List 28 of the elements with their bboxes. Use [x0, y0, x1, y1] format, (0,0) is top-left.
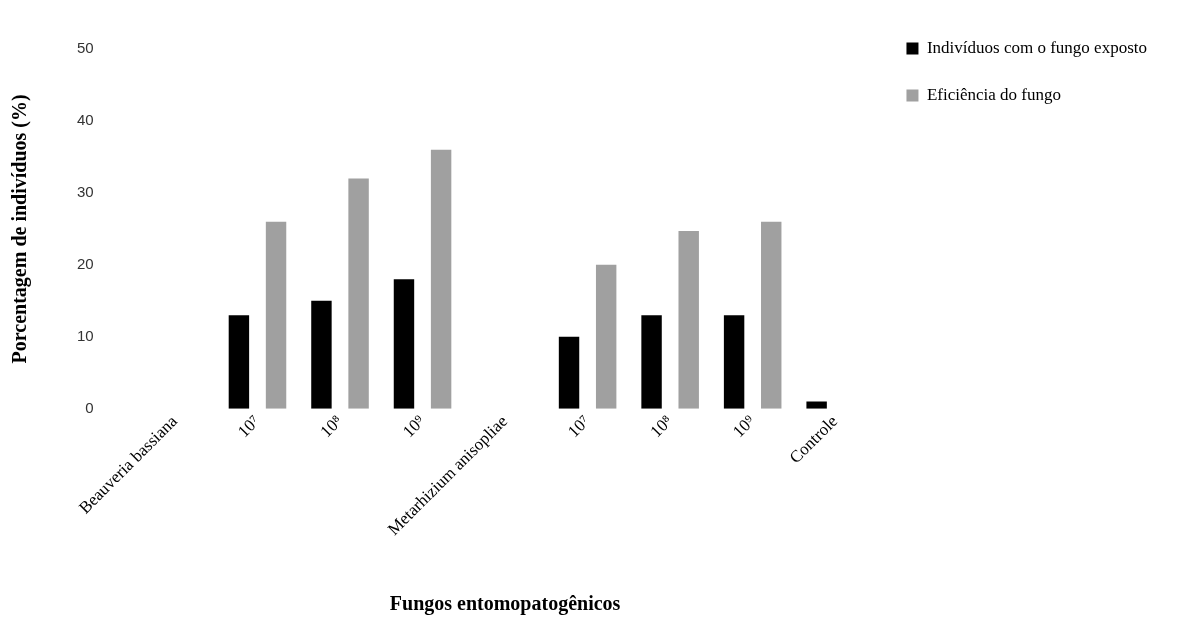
bar	[641, 315, 662, 409]
x-axis-title: Fungos entomopatogênicos	[389, 592, 621, 616]
bar	[761, 221, 782, 409]
bar	[348, 178, 369, 409]
bar	[595, 264, 617, 409]
x-tick-label: 10⁸	[316, 411, 347, 442]
bar	[393, 279, 415, 409]
bar	[558, 336, 580, 409]
legend-label: Eficiência do fungo	[926, 84, 1062, 104]
y-tick-label: 30	[77, 183, 94, 201]
y-axis-title: Porcentagem de indivíduos (%)	[8, 94, 32, 364]
bar	[265, 221, 287, 409]
legend-label: Indivíduos com o fungo exposto	[926, 37, 1148, 57]
bar	[228, 315, 250, 409]
y-tick-label: 20	[77, 254, 94, 272]
x-tick-label: 10⁷	[233, 411, 264, 442]
bar	[430, 149, 452, 409]
bar	[723, 315, 745, 409]
y-tick-label: 0	[85, 398, 94, 416]
y-tick-label: 50	[77, 39, 94, 57]
x-tick-label: 10⁹	[729, 411, 759, 442]
bar	[678, 231, 699, 409]
x-tick-label: 10⁸	[646, 411, 677, 442]
bar	[311, 300, 332, 409]
y-tick-label: 10	[77, 326, 94, 344]
y-tick-label: 40	[77, 111, 94, 129]
x-tick-label: 10⁹	[398, 411, 429, 442]
x-tick-label: 10⁷	[563, 411, 594, 442]
